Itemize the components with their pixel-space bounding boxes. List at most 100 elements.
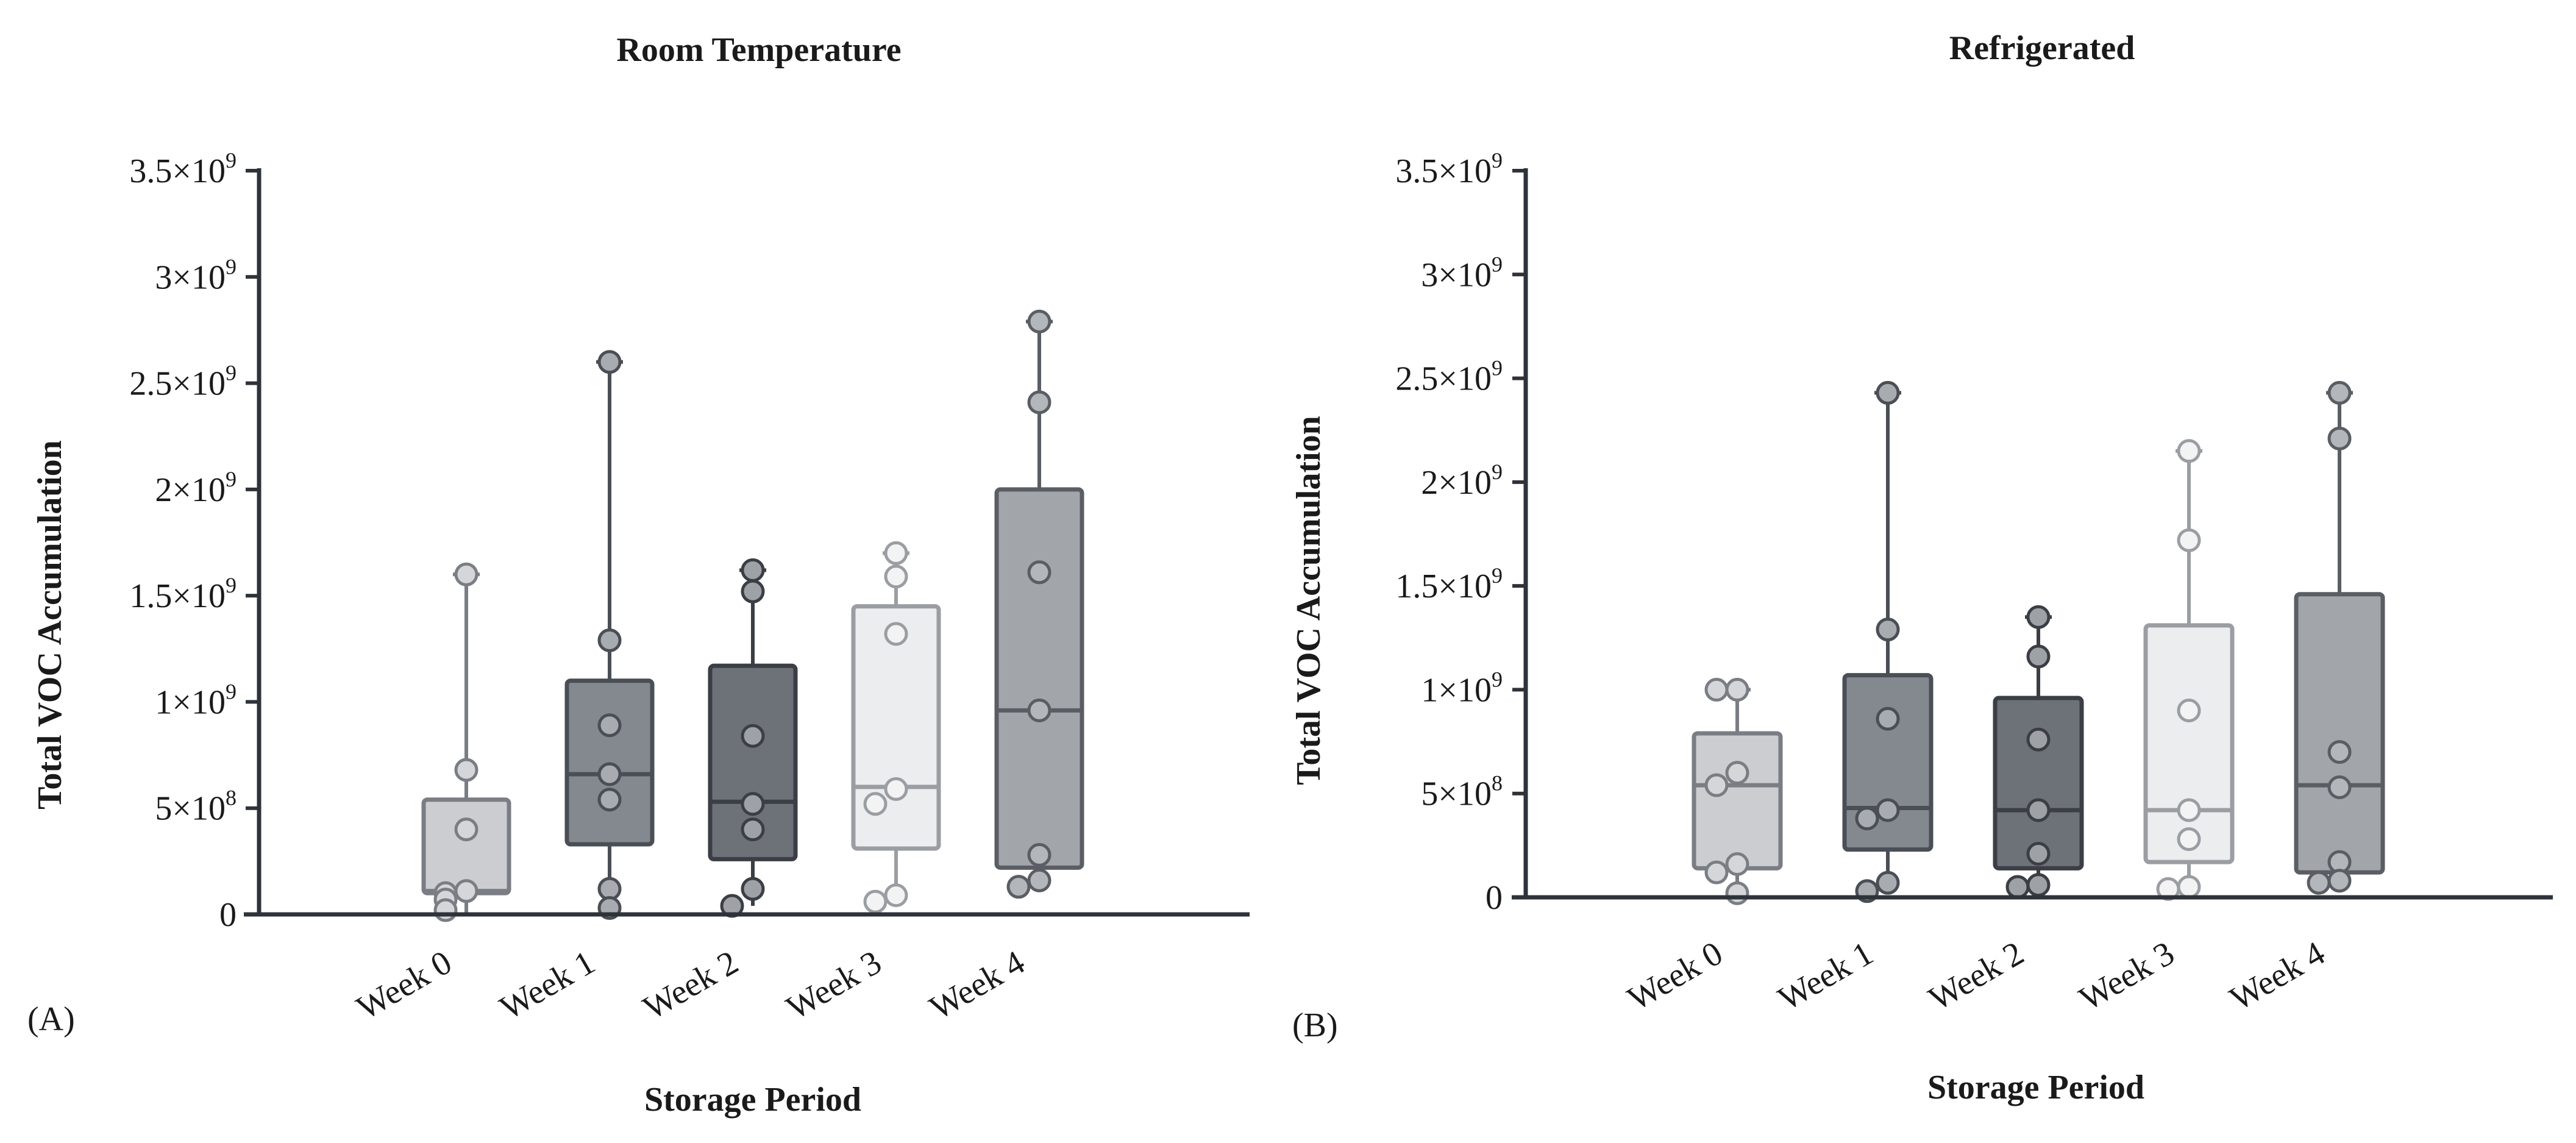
y-tick-label: 3×109: [155, 254, 237, 296]
x-category-label: Week 2: [637, 944, 745, 1028]
data-point: [2026, 841, 2051, 866]
data-point: [1725, 677, 1749, 702]
y-tick-label: 0: [1485, 879, 1503, 917]
x-category-label: Week 3: [780, 944, 888, 1028]
data-point: [597, 713, 622, 738]
x-category-label: Week 4: [923, 944, 1031, 1028]
iqr-box: [708, 663, 798, 861]
data-point: [884, 777, 908, 801]
panel-a-room-temperature: Room Temperature Total VOC Accumulation …: [27, 31, 1250, 1119]
x-category-label: Week 2: [1923, 935, 2030, 1019]
data-point: [1027, 698, 1051, 722]
data-point: [1876, 707, 1900, 731]
panel-a-label: (A): [27, 1000, 75, 1038]
data-point: [1704, 860, 1729, 885]
data-point: [884, 541, 908, 565]
x-category-label: Week 1: [1772, 935, 1880, 1019]
data-point: [2327, 740, 2352, 764]
data-point: [2177, 798, 2201, 822]
box-week-0: [421, 562, 511, 922]
panel-b-category-labels: Week 0 Week 1 Week 2 Week 3 Week 4: [1621, 935, 2332, 1019]
data-point: [1704, 773, 1729, 797]
iqr-box: [994, 487, 1084, 870]
data-point: [2005, 875, 2030, 899]
data-point: [454, 758, 479, 782]
y-tick-label: 3.5×109: [1395, 148, 1503, 190]
data-point: [1876, 380, 1900, 405]
data-point: [597, 350, 622, 374]
y-tick-label: 2.5×109: [1395, 356, 1503, 398]
data-point: [2026, 873, 2051, 897]
x-category-label: Week 0: [350, 944, 458, 1028]
iqr-box: [2294, 592, 2385, 875]
y-tick-label: 5×108: [1421, 771, 1503, 813]
data-point: [2327, 380, 2352, 405]
panel-a-y-axis-label: Total VOC Accumulation: [31, 440, 69, 810]
data-point: [884, 622, 908, 646]
y-tick-label: 2.5×109: [129, 361, 237, 403]
data-point: [2177, 528, 2201, 552]
data-point: [1027, 390, 1051, 415]
data-point: [597, 628, 622, 652]
y-tick-label: 2×109: [155, 467, 237, 509]
iqr-box: [421, 797, 511, 896]
data-point: [1876, 618, 1900, 642]
panel-a-y-ticks: 0 5×108 1×109 1.5×109 2×109 2.5×109 3×109 3.5×1…: [129, 148, 259, 934]
box-week-1: [564, 350, 655, 920]
x-category-label: Week 4: [2224, 935, 2332, 1019]
y-tick-label: 2×109: [1421, 460, 1503, 502]
panel-b-refrigerated: Refrigerated Total VOC Accumulation Stor…: [1290, 29, 2553, 1106]
data-point: [1876, 798, 1900, 822]
box-week-0: [1692, 677, 1783, 905]
data-point: [741, 817, 765, 842]
data-point: [1006, 875, 1031, 899]
panel-b-title: Refrigerated: [1949, 29, 2135, 67]
iqr-box: [1692, 731, 1783, 871]
panel-a-axes: [244, 168, 1250, 917]
data-point: [2026, 605, 2051, 629]
data-point: [1725, 852, 1749, 877]
panel-a-category-labels: Week 0 Week 1 Week 2 Week 3 Week 4: [350, 944, 1031, 1028]
panel-a-x-axis-label: Storage Period: [644, 1081, 861, 1119]
data-point: [1027, 868, 1051, 892]
box-week-2: [708, 558, 798, 918]
data-point: [863, 792, 888, 816]
data-point: [2177, 827, 2201, 852]
box-week-4: [2294, 380, 2385, 895]
data-point: [454, 879, 479, 903]
panel-b-x-axis-label: Storage Period: [1927, 1069, 2144, 1106]
data-point: [1027, 560, 1051, 585]
iqr-box: [2143, 623, 2235, 864]
panel-b-boxes: [1692, 380, 2385, 905]
data-point: [1725, 881, 1749, 905]
panel-b-axes: [1512, 168, 2553, 900]
data-point: [597, 788, 622, 812]
panel-a-title: Room Temperature: [616, 31, 901, 69]
iqr-box: [1993, 696, 2084, 871]
box-week-1: [1842, 380, 1934, 903]
data-point: [741, 558, 765, 582]
panel-b-y-ticks: 0 5×108 1×109 1.5×109 2×109 2.5×109 3×109 3.5×1…: [1395, 148, 1526, 917]
panel-a-boxes: [421, 309, 1084, 922]
data-point: [454, 817, 479, 842]
data-point: [1704, 677, 1729, 702]
data-point: [741, 579, 765, 604]
data-point: [884, 883, 908, 908]
data-point: [1855, 807, 1879, 831]
y-tick-label: 5×108: [155, 786, 237, 828]
y-tick-label: 3×109: [1421, 252, 1503, 294]
x-category-label: Week 3: [2073, 935, 2181, 1019]
y-tick-label: 1.5×109: [1395, 563, 1503, 605]
y-tick-label: 1×109: [1421, 667, 1503, 709]
x-category-label: Week 0: [1621, 935, 1729, 1019]
data-point: [741, 724, 765, 748]
data-point: [741, 792, 765, 816]
data-point: [2307, 871, 2331, 895]
data-point: [2177, 875, 2201, 899]
data-point: [2026, 798, 2051, 822]
x-category-label: Week 1: [494, 944, 602, 1028]
box-week-3: [851, 541, 941, 914]
y-tick-label: 0: [219, 896, 237, 934]
y-tick-label: 3.5×109: [129, 148, 237, 190]
